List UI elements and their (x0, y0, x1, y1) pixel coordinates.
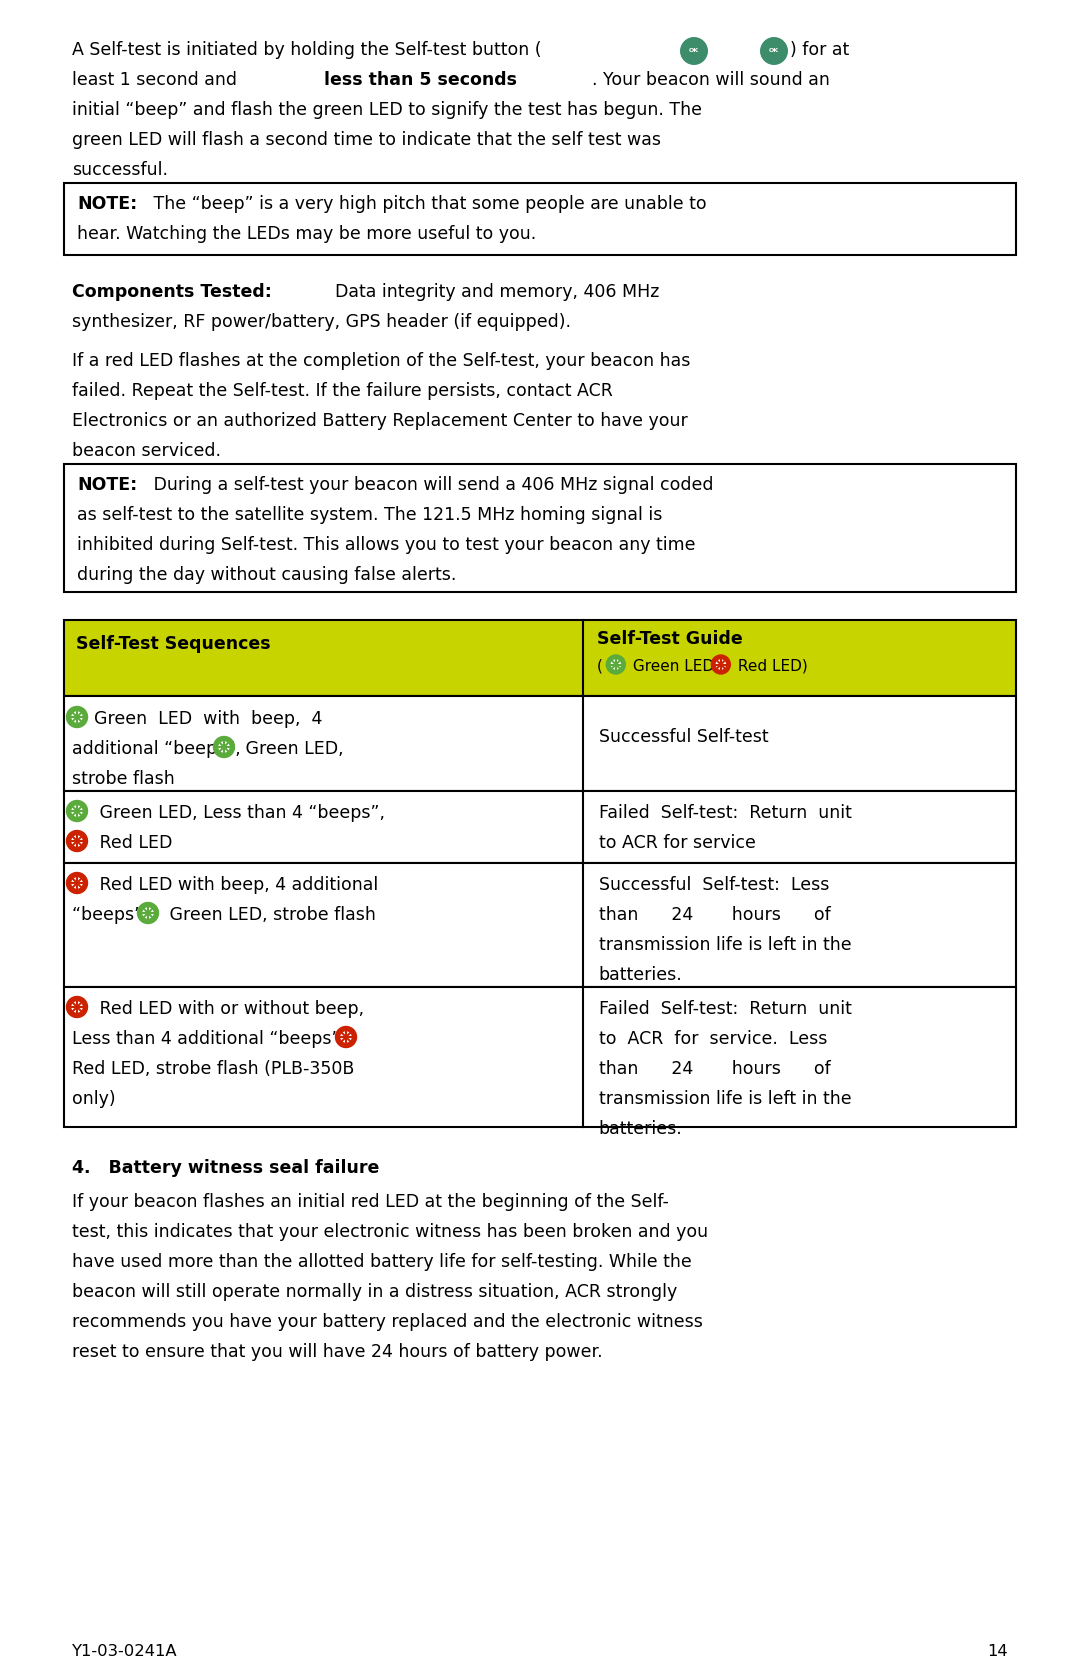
FancyBboxPatch shape (64, 791, 1016, 863)
Circle shape (219, 743, 229, 753)
Text: during the day without causing false alerts.: during the day without causing false ale… (77, 566, 457, 584)
Text: beacon serviced.: beacon serviced. (72, 442, 221, 461)
Text: Red LED: Red LED (94, 834, 173, 851)
Text: less than 5 seconds: less than 5 seconds (324, 72, 517, 88)
Text: strobe flash: strobe flash (72, 769, 175, 788)
Circle shape (143, 908, 153, 918)
Text: NOTE:: NOTE: (77, 476, 137, 494)
Text: Failed  Self-test:  Return  unit: Failed Self-test: Return unit (598, 1000, 852, 1018)
Text: NOTE:: NOTE: (77, 195, 137, 214)
Text: least 1 second and: least 1 second and (72, 72, 243, 88)
Circle shape (214, 736, 234, 758)
Circle shape (341, 1031, 351, 1041)
Circle shape (67, 831, 87, 851)
Text: Red LED with or without beep,: Red LED with or without beep, (94, 1000, 364, 1018)
Circle shape (716, 659, 726, 669)
Text: test, this indicates that your electronic witness has been broken and you: test, this indicates that your electroni… (72, 1223, 708, 1242)
Text: than      24       hours      of: than 24 hours of (598, 906, 831, 925)
Text: Self-Test Guide: Self-Test Guide (597, 629, 743, 648)
Circle shape (761, 38, 787, 63)
Text: to ACR for service: to ACR for service (598, 834, 756, 851)
Text: only): only) (72, 1090, 116, 1108)
Text: 4.   Battery witness seal failure: 4. Battery witness seal failure (72, 1158, 379, 1177)
Text: (: ( (597, 659, 603, 674)
Circle shape (67, 706, 87, 728)
Text: Successful Self-test: Successful Self-test (598, 728, 769, 746)
Circle shape (72, 836, 82, 846)
Circle shape (606, 654, 625, 674)
Circle shape (683, 40, 705, 62)
Text: recommends you have your battery replaced and the electronic witness: recommends you have your battery replace… (72, 1314, 703, 1330)
Text: Red LED): Red LED) (733, 659, 808, 674)
Text: The “beep” is a very high pitch that some people are unable to: The “beep” is a very high pitch that som… (148, 195, 706, 214)
Text: batteries.: batteries. (598, 966, 683, 985)
Text: beacon will still operate normally in a distress situation, ACR strongly: beacon will still operate normally in a … (72, 1283, 677, 1302)
Text: 14: 14 (987, 1644, 1008, 1659)
FancyBboxPatch shape (64, 464, 1016, 592)
Text: synthesizer, RF power/battery, GPS header (if equipped).: synthesizer, RF power/battery, GPS heade… (72, 314, 571, 330)
Text: Successful  Self-test:  Less: Successful Self-test: Less (598, 876, 829, 895)
Text: Failed  Self-test:  Return  unit: Failed Self-test: Return unit (598, 804, 852, 823)
Text: During a self-test your beacon will send a 406 MHz signal coded: During a self-test your beacon will send… (148, 476, 714, 494)
Text: transmission life is left in the: transmission life is left in the (598, 1090, 851, 1108)
Circle shape (72, 806, 82, 816)
Circle shape (611, 659, 620, 669)
Circle shape (67, 873, 87, 893)
Text: “beeps”,: “beeps”, (72, 906, 154, 925)
Text: than      24       hours      of: than 24 hours of (598, 1060, 831, 1078)
Text: ) for at: ) for at (789, 42, 849, 58)
Text: Less than 4 additional “beeps”,: Less than 4 additional “beeps”, (72, 1030, 351, 1048)
Circle shape (336, 1026, 356, 1048)
Text: to  ACR  for  service.  Less: to ACR for service. Less (598, 1030, 827, 1048)
Circle shape (712, 654, 730, 674)
Text: inhibited during Self-test. This allows you to test your beacon any time: inhibited during Self-test. This allows … (77, 536, 696, 554)
Circle shape (762, 40, 785, 62)
Text: have used more than the allotted battery life for self-testing. While the: have used more than the allotted battery… (72, 1253, 692, 1272)
Text: OK: OK (689, 48, 699, 53)
FancyBboxPatch shape (64, 696, 1016, 791)
Text: transmission life is left in the: transmission life is left in the (598, 936, 851, 955)
Text: Green  LED  with  beep,  4: Green LED with beep, 4 (94, 709, 322, 728)
Text: Red LED with beep, 4 additional: Red LED with beep, 4 additional (94, 876, 378, 895)
Text: Green LED, strobe flash: Green LED, strobe flash (164, 906, 376, 925)
Circle shape (681, 38, 707, 63)
Text: as self-test to the satellite system. The 121.5 MHz homing signal is: as self-test to the satellite system. Th… (77, 506, 662, 524)
Text: failed. Repeat the Self-test. If the failure persists, contact ACR: failed. Repeat the Self-test. If the fai… (72, 382, 612, 401)
Circle shape (72, 878, 82, 888)
Text: batteries.: batteries. (598, 1120, 683, 1138)
Text: initial “beep” and flash the green LED to signify the test has begun. The: initial “beep” and flash the green LED t… (72, 102, 702, 118)
Circle shape (67, 996, 87, 1018)
Text: Data integrity and memory, 406 MHz: Data integrity and memory, 406 MHz (324, 284, 660, 300)
Text: A Self-test is initiated by holding the Self-test button (: A Self-test is initiated by holding the … (72, 42, 541, 58)
Circle shape (137, 903, 159, 923)
Circle shape (67, 801, 87, 821)
Text: Green LED, Less than 4 “beeps”,: Green LED, Less than 4 “beeps”, (94, 804, 384, 823)
Text: green LED will flash a second time to indicate that the self test was: green LED will flash a second time to in… (72, 130, 661, 149)
Text: Electronics or an authorized Battery Replacement Center to have your: Electronics or an authorized Battery Rep… (72, 412, 688, 431)
Text: OK: OK (769, 48, 779, 53)
Text: Green LED: Green LED (627, 659, 719, 674)
FancyBboxPatch shape (64, 863, 1016, 986)
FancyBboxPatch shape (64, 619, 1016, 696)
Text: hear. Watching the LEDs may be more useful to you.: hear. Watching the LEDs may be more usef… (77, 225, 537, 244)
Text: Components Tested:: Components Tested: (72, 284, 272, 300)
FancyBboxPatch shape (64, 184, 1016, 255)
Text: . Your beacon will sound an: . Your beacon will sound an (592, 72, 829, 88)
Text: If your beacon flashes an initial red LED at the beginning of the Self-: If your beacon flashes an initial red LE… (72, 1193, 669, 1212)
Text: reset to ensure that you will have 24 hours of battery power.: reset to ensure that you will have 24 ho… (72, 1344, 603, 1360)
Text: Y1-03-0241A: Y1-03-0241A (72, 1644, 177, 1659)
Text: successful.: successful. (72, 160, 168, 179)
Circle shape (72, 1001, 82, 1011)
Circle shape (72, 713, 82, 723)
FancyBboxPatch shape (64, 986, 1016, 1127)
Text: Self-Test Sequences: Self-Test Sequences (76, 634, 271, 653)
Text: If a red LED flashes at the completion of the Self-test, your beacon has: If a red LED flashes at the completion o… (72, 352, 690, 371)
Text: additional “beeps”,: additional “beeps”, (72, 739, 246, 758)
Text: Red LED, strobe flash (PLB-350B: Red LED, strobe flash (PLB-350B (72, 1060, 354, 1078)
Text: Green LED,: Green LED, (240, 739, 343, 758)
